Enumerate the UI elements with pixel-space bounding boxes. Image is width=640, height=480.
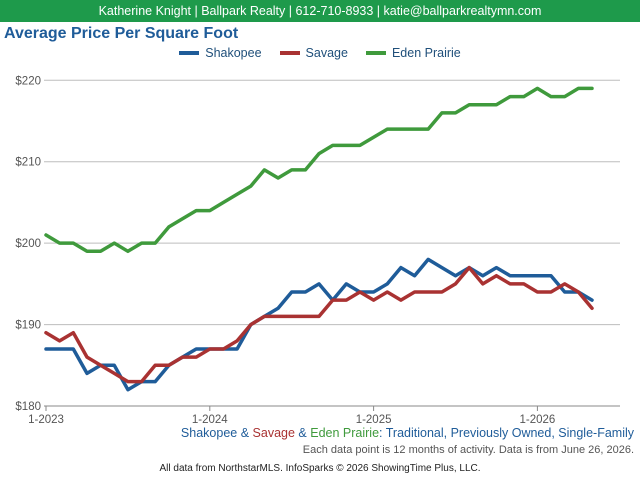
y-tick-label: $180 (15, 401, 41, 413)
agent-contact-banner: Katherine Knight | Ballpark Realty | 612… (0, 0, 640, 22)
series-line-eden-prairie (44, 86, 594, 254)
chart-subtitle: Shakopee & Savage & Eden Prairie: Tradit… (181, 426, 634, 440)
y-tick-label: $190 (15, 320, 41, 332)
legend-label-eden-prairie: Eden Prairie (391, 46, 461, 60)
legend-item-eden-prairie[interactable]: Eden Prairie (365, 45, 461, 61)
legend-swatch-eden-prairie (365, 51, 386, 55)
x-tick-label: 1-2025 (356, 414, 392, 426)
data-note: Each data point is 12 months of activity… (302, 444, 634, 456)
legend-label-savage: Savage (305, 46, 348, 60)
chart-title: Average Price Per Square Foot (4, 25, 239, 42)
x-tick-label: 1-2024 (192, 414, 228, 426)
legend-item-shakopee[interactable]: Shakopee (179, 45, 262, 61)
x-tick-label: 1-2023 (28, 414, 64, 426)
subtitle-savage: Savage (252, 426, 295, 440)
footer-credit: All data from NorthstarMLS. InfoSparks ©… (159, 463, 481, 474)
legend-swatch-savage (279, 51, 300, 55)
subtitle-description: : Traditional, Previously Owned, Single-… (379, 426, 634, 440)
y-tick-label: $220 (15, 75, 41, 87)
series-line-shakopee (44, 257, 594, 392)
legend-swatch-shakopee (179, 51, 200, 55)
subtitle-ampersand-1: & (237, 426, 253, 440)
legend-item-savage[interactable]: Savage (279, 45, 348, 61)
series-line-savage (44, 265, 594, 384)
x-tick-label: 1-2026 (519, 414, 555, 426)
subtitle-ampersand-2: & (294, 426, 311, 440)
chart-legend: Shakopee Savage Eden Prairie (0, 45, 640, 61)
subtitle-shakopee: Shakopee (180, 426, 238, 440)
legend-label-shakopee: Shakopee (205, 46, 262, 60)
y-tick-label: $210 (15, 157, 41, 169)
subtitle-eden-prairie: Eden Prairie (310, 426, 380, 440)
y-tick-label: $200 (15, 238, 41, 250)
